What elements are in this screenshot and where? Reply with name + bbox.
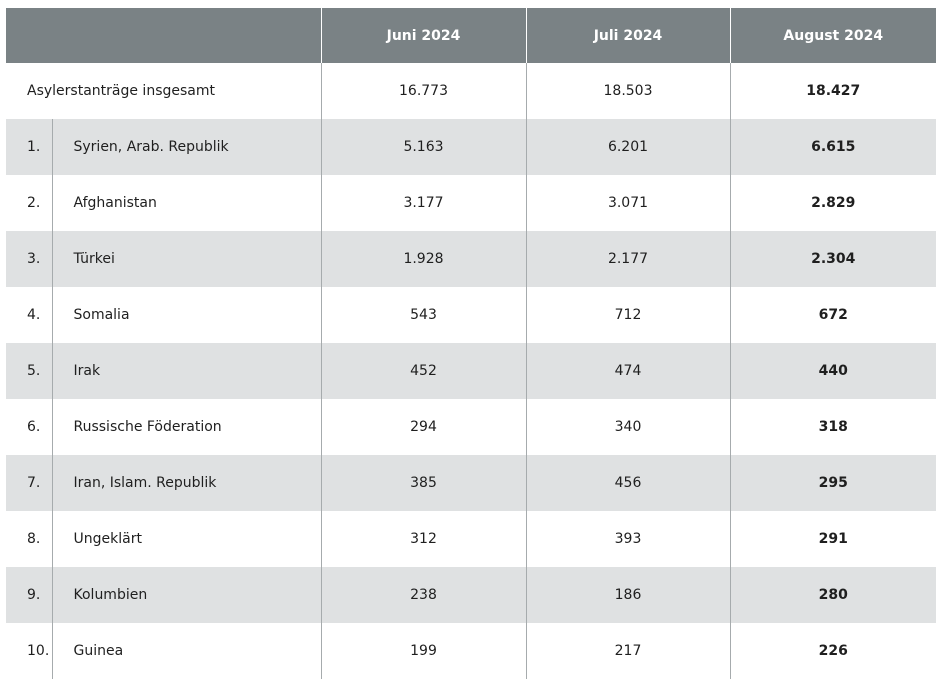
header-corner-cell [6, 8, 321, 63]
juni-value-cell: 5.163 [320, 119, 526, 175]
header-juni-2024: Juni 2024 [320, 8, 526, 63]
juni-value-cell: 543 [320, 287, 526, 343]
juni-value-cell: 452 [320, 343, 526, 399]
juli-value-cell: 340 [525, 399, 730, 455]
juli-value-cell: 3.071 [525, 175, 730, 231]
total-juli: 18.503 [525, 63, 730, 119]
table-row: 9. Kolumbien 238 186 280 [6, 567, 936, 623]
country-cell: Iran, Islam. Republik [51, 455, 321, 511]
country-cell: Irak [51, 343, 321, 399]
august-value-cell: 672 [729, 287, 936, 343]
juni-value-cell: 199 [320, 623, 526, 679]
table-header: Juni 2024 Juli 2024 August 2024 [6, 8, 936, 63]
rank-cell: 3. [6, 231, 52, 287]
table-row: 10. Guinea 199 217 226 [6, 623, 936, 679]
juli-value-cell: 474 [525, 343, 730, 399]
rank-cell: 6. [6, 399, 52, 455]
asylum-applications-table-container: Juni 2024 Juli 2024 August 2024 Asylerst… [6, 8, 936, 679]
august-value-cell: 226 [729, 623, 936, 679]
juni-value-cell: 385 [320, 455, 526, 511]
august-value-cell: 440 [729, 343, 936, 399]
table-body: Asylerstanträge insgesamt 16.773 18.503 … [6, 63, 936, 679]
august-value-cell: 2.829 [729, 175, 936, 231]
country-cell: Afghanistan [51, 175, 321, 231]
country-cell: Kolumbien [51, 567, 321, 623]
august-value-cell: 2.304 [729, 231, 936, 287]
table-row: 7. Iran, Islam. Republik 385 456 295 [6, 455, 936, 511]
rank-cell: 2. [6, 175, 52, 231]
total-august: 18.427 [729, 63, 936, 119]
header-august-2024: August 2024 [729, 8, 936, 63]
juli-value-cell: 2.177 [525, 231, 730, 287]
juni-value-cell: 312 [320, 511, 526, 567]
table-row: 4. Somalia 543 712 672 [6, 287, 936, 343]
header-juli-2024: Juli 2024 [525, 8, 730, 63]
country-cell: Türkei [51, 231, 321, 287]
rank-cell: 9. [6, 567, 52, 623]
juli-value-cell: 712 [525, 287, 730, 343]
august-value-cell: 295 [729, 455, 936, 511]
august-value-cell: 291 [729, 511, 936, 567]
rank-cell: 1. [6, 119, 52, 175]
juli-value-cell: 456 [525, 455, 730, 511]
juni-value-cell: 3.177 [320, 175, 526, 231]
table-row: 6. Russische Föderation 294 340 318 [6, 399, 936, 455]
country-cell: Guinea [51, 623, 321, 679]
total-row: Asylerstanträge insgesamt 16.773 18.503 … [6, 63, 936, 119]
country-cell: Russische Föderation [51, 399, 321, 455]
rank-cell: 10. [6, 623, 52, 679]
rank-cell: 7. [6, 455, 52, 511]
juli-value-cell: 6.201 [525, 119, 730, 175]
juni-value-cell: 1.928 [320, 231, 526, 287]
table-row: 8. Ungeklärt 312 393 291 [6, 511, 936, 567]
juni-value-cell: 294 [320, 399, 526, 455]
rank-cell: 5. [6, 343, 52, 399]
table-row: 1. Syrien, Arab. Republik 5.163 6.201 6.615 [6, 119, 936, 175]
asylum-applications-table: Juni 2024 Juli 2024 August 2024 Asylerst… [6, 8, 936, 679]
august-value-cell: 280 [729, 567, 936, 623]
country-cell: Ungeklärt [51, 511, 321, 567]
rank-cell: 4. [6, 287, 52, 343]
rank-cell: 8. [6, 511, 52, 567]
august-value-cell: 6.615 [729, 119, 936, 175]
country-cell: Syrien, Arab. Republik [51, 119, 321, 175]
table-row: 2. Afghanistan 3.177 3.071 2.829 [6, 175, 936, 231]
header-row: Juni 2024 Juli 2024 August 2024 [6, 8, 936, 63]
august-value-cell: 318 [729, 399, 936, 455]
juli-value-cell: 217 [525, 623, 730, 679]
total-label: Asylerstanträge insgesamt [6, 63, 321, 119]
juli-value-cell: 393 [525, 511, 730, 567]
table-row: 5. Irak 452 474 440 [6, 343, 936, 399]
juli-value-cell: 186 [525, 567, 730, 623]
juni-value-cell: 238 [320, 567, 526, 623]
table-row: 3. Türkei 1.928 2.177 2.304 [6, 231, 936, 287]
country-cell: Somalia [51, 287, 321, 343]
total-juni: 16.773 [320, 63, 526, 119]
